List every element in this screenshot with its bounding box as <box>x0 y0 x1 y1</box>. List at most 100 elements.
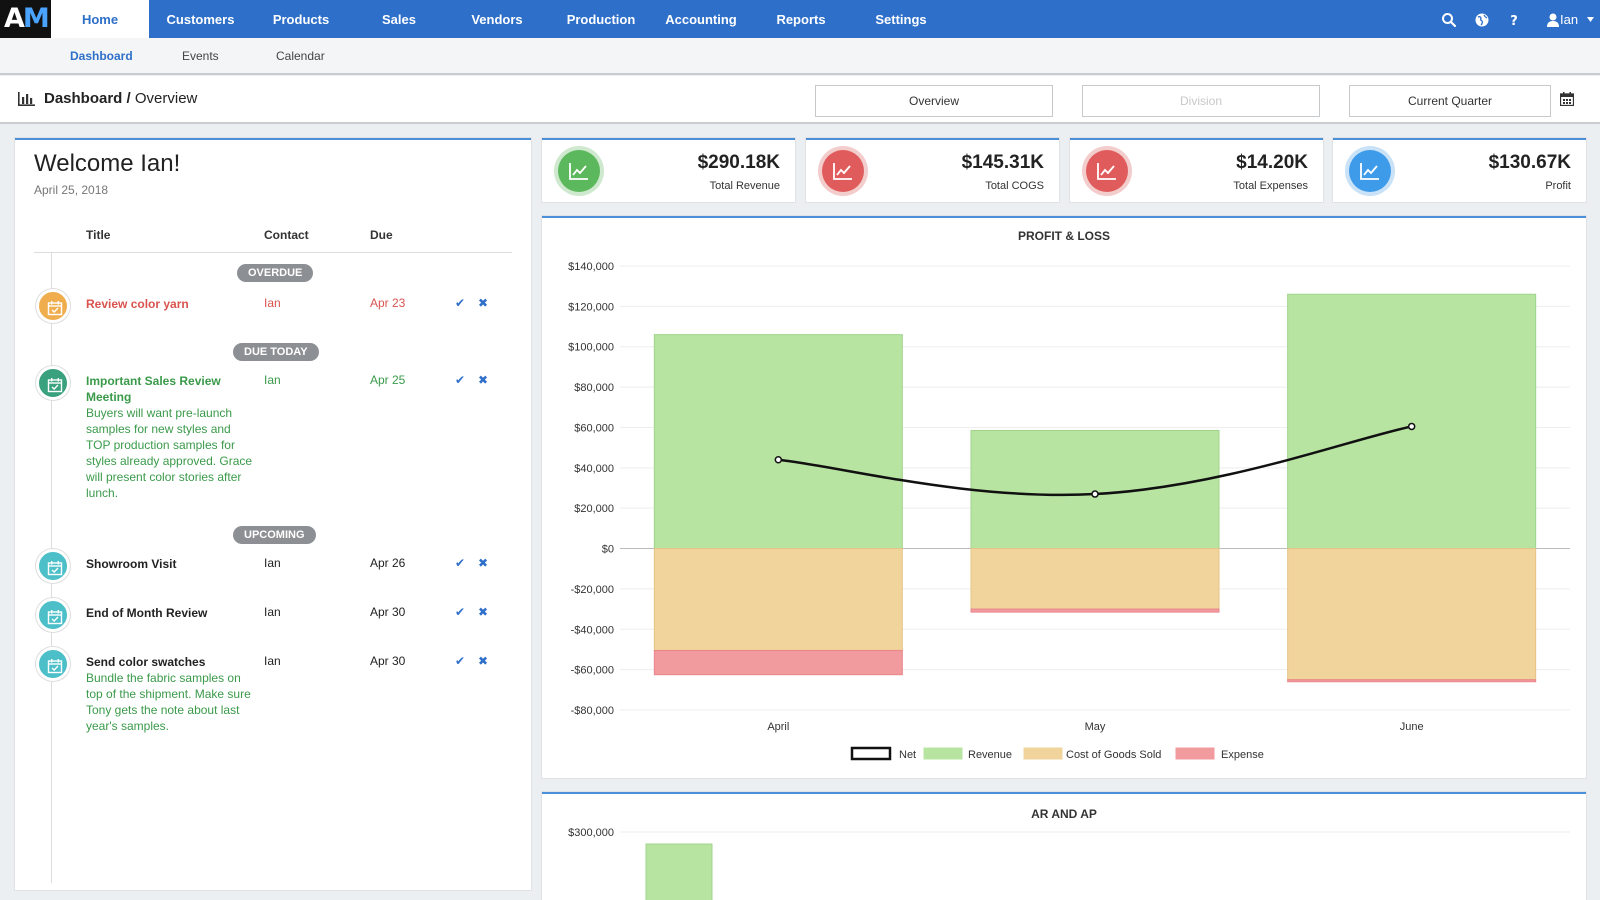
period-select[interactable]: Current Quarter <box>1349 85 1551 117</box>
caret-down-icon[interactable] <box>1587 17 1594 22</box>
task-contact: Ian <box>264 654 281 668</box>
calendar-icon[interactable] <box>1560 92 1574 106</box>
task-title[interactable]: Review color yarn <box>86 297 189 311</box>
ar-ap-chart: $300,000 <box>568 827 1570 900</box>
legend-swatch[interactable] <box>850 746 892 761</box>
task-calendar-icon[interactable] <box>36 366 70 400</box>
bar-chart-icon <box>18 92 35 106</box>
y-tick-label: -$40,000 <box>571 624 614 636</box>
welcome-heading: Welcome Ian! <box>34 150 181 177</box>
complete-task-button[interactable]: ✔ <box>455 373 466 387</box>
dismiss-task-button[interactable]: ✖ <box>478 556 489 570</box>
legend-label[interactable]: Cost of Goods Sold <box>1066 749 1161 761</box>
bar-expense[interactable] <box>970 608 1220 613</box>
header-divider <box>34 252 512 253</box>
task-contact: Ian <box>264 556 281 570</box>
task-calendar-icon[interactable] <box>36 549 70 583</box>
bar-cost-of-goods-sold[interactable] <box>653 548 903 651</box>
profit-loss-title: PROFIT & LOSS <box>1017 229 1110 243</box>
task-due: Apr 30 <box>370 605 406 619</box>
col-header-title[interactable]: Title <box>86 228 111 242</box>
svg-text:?: ? <box>1510 14 1518 28</box>
nav-home[interactable]: Home <box>51 0 149 38</box>
nav-vendors[interactable]: Vendors <box>471 12 523 27</box>
kpi-card: $14.20K Total Expenses <box>1070 138 1323 202</box>
view-select[interactable]: Overview <box>815 85 1053 117</box>
task-calendar-icon[interactable] <box>36 598 70 632</box>
y-tick-label: $40,000 <box>574 463 614 475</box>
trend-chart-icon <box>558 150 600 192</box>
tasks-panel <box>15 138 531 890</box>
task-title[interactable]: Send color swatches <box>86 655 206 669</box>
bar-ar[interactable] <box>645 843 713 900</box>
net-point[interactable] <box>1091 490 1099 498</box>
ar-ap-panel <box>542 792 1586 900</box>
col-header-contact[interactable]: Contact <box>264 228 309 242</box>
nav-settings[interactable]: Settings <box>875 12 927 27</box>
globe-icon[interactable] <box>1474 12 1490 28</box>
dismiss-task-button[interactable]: ✖ <box>478 605 489 619</box>
welcome-date: April 25, 2018 <box>34 183 109 197</box>
nav-customers[interactable]: Customers <box>166 12 235 27</box>
division-select[interactable]: Division <box>1082 85 1320 117</box>
y-tick-label: $100,000 <box>568 342 614 354</box>
legend-swatch[interactable] <box>1023 747 1063 760</box>
y-tick-label: $60,000 <box>574 422 614 434</box>
dismiss-task-button[interactable]: ✖ <box>478 296 489 310</box>
task-due: Apr 23 <box>370 296 406 310</box>
net-point[interactable] <box>1407 422 1416 431</box>
nav-accounting[interactable]: Accounting <box>665 12 737 27</box>
nav-sales[interactable]: Sales <box>382 12 416 27</box>
top-nav: AM Home Customers Products Sales Vendors… <box>0 0 1600 38</box>
subnav-calendar[interactable]: Calendar <box>276 49 325 63</box>
bar-revenue[interactable] <box>653 334 903 550</box>
nav-products[interactable]: Products <box>272 12 330 27</box>
legend-swatch[interactable] <box>1175 747 1215 760</box>
task-title[interactable]: Important Sales Review Meeting <box>86 374 221 404</box>
col-header-due[interactable]: Due <box>370 228 393 242</box>
complete-task-button[interactable]: ✔ <box>455 556 466 570</box>
ar-ap-title: AR AND AP <box>1031 807 1097 821</box>
subnav-events[interactable]: Events <box>182 49 219 63</box>
bar-cost-of-goods-sold[interactable] <box>970 548 1220 610</box>
complete-task-button[interactable]: ✔ <box>455 654 466 668</box>
breadcrumb-section[interactable]: Dashboard <box>44 90 123 107</box>
net-point[interactable] <box>774 455 783 464</box>
complete-task-button[interactable]: ✔ <box>455 605 466 619</box>
task-due: Apr 30 <box>370 654 406 668</box>
help-icon[interactable]: ? <box>1506 12 1522 28</box>
legend-label[interactable]: Net <box>899 749 916 761</box>
group-badge: OVERDUE <box>237 264 314 282</box>
complete-task-button[interactable]: ✔ <box>455 296 466 310</box>
bar-cost-of-goods-sold[interactable] <box>1287 548 1537 681</box>
bar-expense[interactable] <box>1287 679 1537 683</box>
subnav-dashboard[interactable]: Dashboard <box>70 49 133 63</box>
dismiss-task-button[interactable]: ✖ <box>478 654 489 668</box>
search-icon[interactable] <box>1441 12 1457 28</box>
app-logo[interactable]: AM <box>0 0 51 38</box>
bar-revenue[interactable] <box>1287 293 1537 550</box>
user-menu-name[interactable]: Ian <box>1560 12 1579 27</box>
user-icon[interactable] <box>1545 12 1561 28</box>
y-tick-label: $0 <box>602 544 614 556</box>
legend-label[interactable]: Revenue <box>968 749 1012 761</box>
nav-production[interactable]: Production <box>566 12 636 27</box>
task-contact: Ian <box>264 296 281 310</box>
kpi-label: Total Revenue <box>709 180 780 192</box>
task-calendar-icon[interactable] <box>36 647 70 681</box>
nav-reports[interactable]: Reports <box>776 12 826 27</box>
bar-revenue[interactable] <box>970 429 1220 550</box>
legend-label[interactable]: Expense <box>1221 749 1264 761</box>
y-tick-label: $120,000 <box>568 301 614 313</box>
task-title[interactable]: End of Month Review <box>86 606 208 620</box>
legend-swatch[interactable] <box>923 747 963 760</box>
breadcrumb-page: Overview <box>134 90 198 107</box>
trend-chart-icon <box>1086 150 1128 192</box>
logo-letter-a: A <box>4 3 25 34</box>
dismiss-task-button[interactable]: ✖ <box>478 373 489 387</box>
bar-expense[interactable] <box>653 649 903 676</box>
task-calendar-icon[interactable] <box>36 289 70 323</box>
breadcrumb-bar: Dashboard / Overview Overview Division C… <box>0 76 1600 124</box>
task-title[interactable]: Showroom Visit <box>86 557 177 571</box>
x-tick-label: May <box>1085 721 1106 733</box>
